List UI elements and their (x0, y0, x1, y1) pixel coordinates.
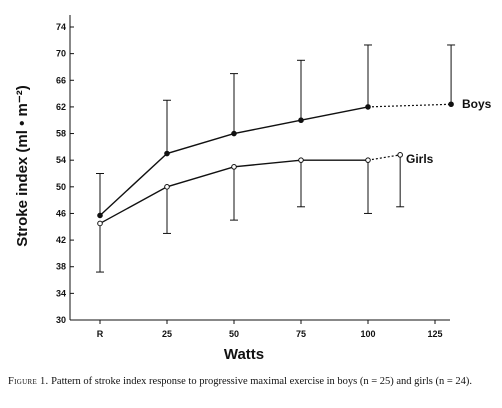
data-point-boys (97, 212, 103, 219)
y-axis-title: Stroke index (ml • m⁻²) (14, 85, 31, 247)
y-tick-label: 50 (56, 182, 66, 192)
data-point-girls (164, 184, 170, 190)
x-tick-label: 100 (360, 329, 375, 339)
chart-axes (69, 15, 450, 321)
y-tick-label: 58 (56, 129, 66, 139)
y-tick-label: 46 (56, 208, 66, 218)
series-label-boys: Boys (462, 97, 492, 111)
figure-caption: Figure 1. Pattern of stroke index respon… (8, 376, 496, 388)
series-dashed-boys (367, 103, 452, 108)
y-tick-label: 30 (56, 315, 66, 325)
x-axis-title: Watts (224, 346, 264, 363)
data-point-girls (231, 164, 237, 170)
y-tick-label: 70 (56, 49, 66, 59)
data-points (97, 101, 454, 227)
x-tick-label: 50 (229, 329, 239, 339)
y-tick-label: 62 (56, 102, 66, 112)
series-lines (99, 103, 452, 225)
x-axis-ticks: R 25 50 75 100 125 (97, 320, 443, 339)
data-point-boys (298, 117, 304, 124)
data-point-boys (365, 104, 371, 110)
y-tick-label: 34 (56, 288, 66, 298)
x-tick-label: 25 (162, 329, 172, 339)
stroke-index-chart: 30 34 38 42 46 50 54 58 62 66 70 74 R 25 50 75 100 125 B… (14, 15, 492, 363)
data-point-girls (365, 157, 371, 163)
data-point-boys (448, 101, 454, 108)
x-tick-label: 125 (427, 329, 442, 339)
series-dashed-girls (367, 154, 401, 161)
data-point-boys (231, 130, 237, 137)
x-tick-label: R (97, 329, 104, 339)
data-point-girls (97, 220, 103, 227)
figure-caption-text: Pattern of stroke index response to prog… (48, 376, 473, 387)
figure-label: Figure 1. (8, 376, 49, 387)
series-label-girls: Girls (406, 152, 434, 166)
y-axis-ticks: 30 34 38 42 46 50 54 58 62 66 70 74 (56, 22, 74, 325)
y-tick-label: 74 (56, 22, 66, 32)
data-point-girls (397, 152, 403, 158)
error-bars (96, 44, 456, 273)
y-tick-label: 54 (56, 155, 66, 165)
y-tick-label: 38 (56, 262, 66, 272)
y-tick-label: 66 (56, 75, 66, 85)
y-tick-label: 42 (56, 235, 66, 245)
data-point-girls (298, 157, 304, 163)
data-point-boys (164, 150, 170, 157)
x-tick-label: 75 (296, 329, 306, 339)
